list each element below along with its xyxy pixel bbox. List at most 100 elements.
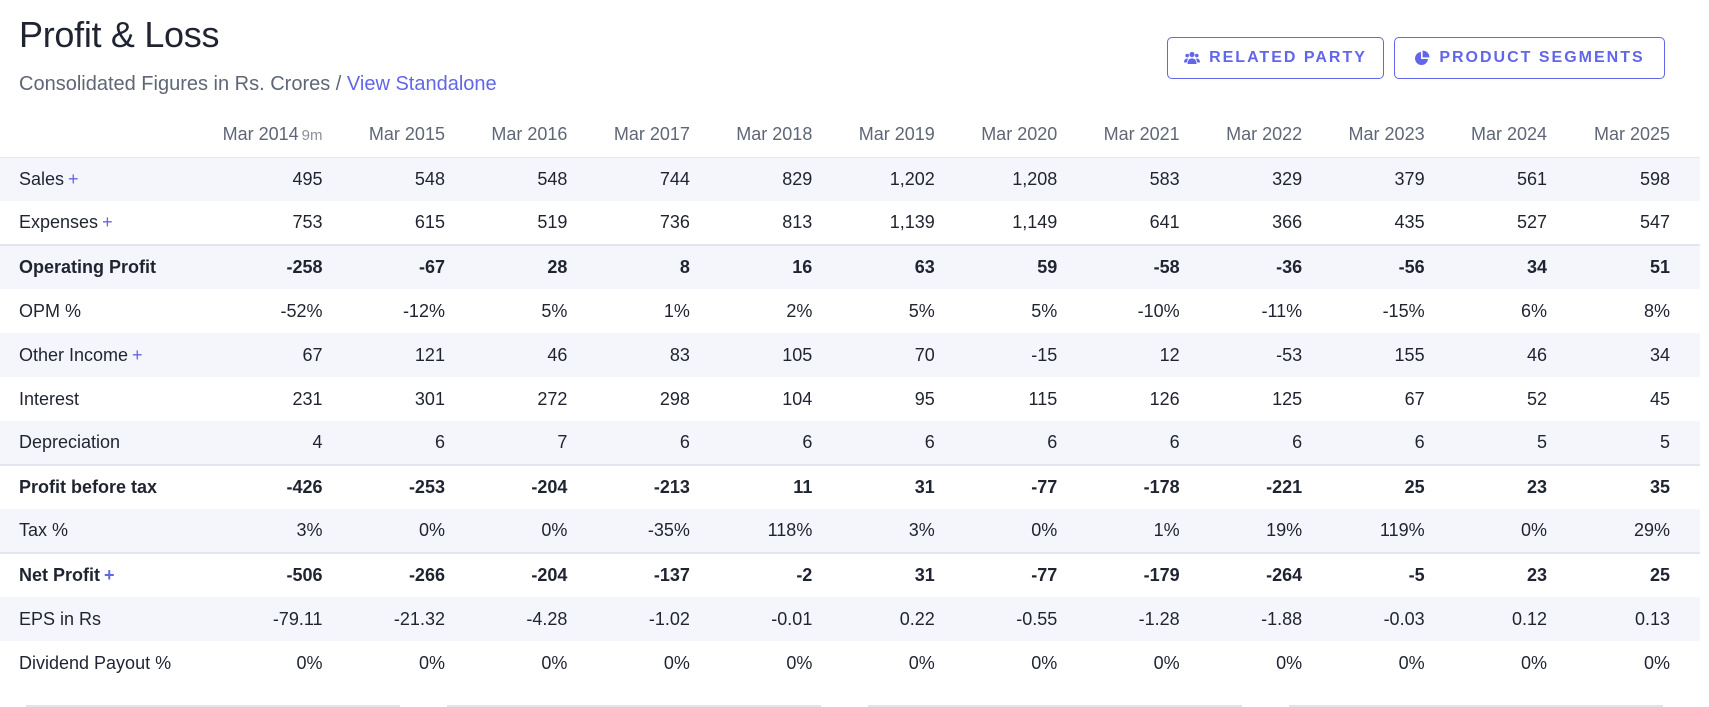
table-cell: 31 [914, 565, 935, 585]
table-cell: -258 [286, 257, 323, 277]
table-cell: 2% [786, 300, 813, 321]
table-cell: 0% [786, 652, 813, 673]
table-cell: 0% [663, 652, 690, 673]
table-cell: 0% [1521, 520, 1548, 540]
table-cell: 6 [1047, 432, 1058, 452]
column-header: Mar 2025 [1575, 112, 1700, 157]
table-cell: 598 [1639, 168, 1670, 189]
table-cell: 0.22 [899, 608, 935, 629]
table-cell: 0% [1031, 652, 1058, 673]
table-cell: 25 [1649, 565, 1670, 585]
table-cell: 0% [296, 652, 323, 673]
column-header-label: Mar 2016 [491, 123, 568, 144]
column-header-label: Mar 2023 [1348, 123, 1425, 144]
table-cell: 231 [292, 388, 323, 409]
table-cell: 23 [1527, 565, 1548, 585]
table-cell: 298 [659, 388, 690, 409]
row-label-cell: Depreciation [0, 421, 200, 465]
row-label: Net Profit [19, 565, 100, 585]
row-label: Operating Profit [19, 257, 157, 277]
table-cell: 1,202 [889, 168, 935, 189]
row-label: Interest [19, 388, 80, 409]
table-cell: -221 [1266, 477, 1303, 497]
table-cell: 6 [924, 432, 935, 452]
table-cell: 155 [1394, 344, 1425, 365]
table-cell: 8 [679, 257, 690, 277]
table-row-opm-percent: OPM % -52% -12% 5% 1% 2% 5% 5% -10% -11% -15% 6% 8% [0, 289, 1700, 333]
table-cell: 0% [1276, 652, 1303, 673]
table-cell: -67 [418, 257, 445, 277]
table-cell: 0% [1521, 652, 1548, 673]
table-cell: -5 [1408, 565, 1425, 585]
table-cell: 125 [1272, 388, 1303, 409]
expand-plus-icon[interactable]: + [68, 168, 79, 189]
view-standalone-link[interactable]: View Standalone [346, 73, 497, 95]
table-cell: -15% [1382, 300, 1425, 321]
table-cell: -137 [653, 565, 690, 585]
row-label-cell: EPS in Rs [0, 597, 200, 641]
table-cell: 115 [1028, 388, 1058, 409]
table-cell: -0.55 [1016, 608, 1058, 629]
table-cell: 561 [1517, 168, 1548, 189]
related-party-button[interactable]: RELATED PARTY [1167, 37, 1384, 79]
row-label: Sales [19, 168, 65, 189]
table-cell: 272 [537, 388, 568, 409]
table-cell: 829 [782, 168, 813, 189]
table-cell: 0% [541, 652, 568, 673]
table-cell: -1.88 [1261, 608, 1303, 629]
table-cell: -77 [1031, 565, 1058, 585]
table-cell: -266 [408, 565, 445, 585]
table-cell: 83 [669, 344, 690, 365]
column-header-label: Mar 2021 [1103, 123, 1180, 144]
table-cell: 6 [679, 432, 690, 452]
table-row-eps: EPS in Rs -79.11 -21.32 -4.28 -1.02 -0.01 0.22… [0, 597, 1700, 641]
column-header: Mar 2019 [840, 112, 962, 157]
expand-plus-icon[interactable]: + [102, 212, 113, 232]
profit-loss-table: Mar 2014 9m Mar 2015 Mar 2016 Mar 2017 Mar 20… [0, 112, 1700, 685]
column-header-label: Mar 2024 [1471, 123, 1548, 144]
table-cell: -56 [1398, 257, 1425, 277]
table-cell: 547 [1639, 212, 1670, 232]
row-label-cell[interactable]: Sales + [0, 157, 200, 201]
column-header: Mar 2016 [473, 112, 595, 157]
table-cell: 6 [1292, 432, 1303, 452]
table-cell: 548 [414, 168, 445, 189]
product-segments-button[interactable]: PRODUCT SEGMENTS [1394, 37, 1665, 79]
table-cell: 118% [767, 520, 813, 540]
table-cell: 45 [1649, 388, 1670, 409]
table-cell: 329 [1272, 168, 1303, 189]
page-subtitle: Consolidated Figures in Rs. Crores / Vie… [19, 73, 497, 96]
column-header: Mar 2021 [1085, 112, 1207, 157]
table-cell: -204 [531, 477, 568, 497]
row-label-cell[interactable]: Expenses + [0, 201, 200, 245]
table-cell: 63 [914, 257, 935, 277]
table-cell: 1% [1153, 520, 1180, 540]
row-label: Tax % [19, 520, 69, 540]
table-cell: 29% [1633, 520, 1670, 540]
table-cell: 121 [414, 344, 445, 365]
column-header: Mar 2023 [1330, 112, 1452, 157]
table-row-expenses: Expenses +753 615 519 736 813 1,139 1,149 641 366… [0, 201, 1700, 245]
table-cell: -506 [286, 565, 323, 585]
table-cell: 34 [1649, 344, 1670, 365]
row-label-cell[interactable]: Net Profit + [0, 553, 200, 597]
table-cell: -58 [1153, 257, 1180, 277]
table-cell: 813 [782, 212, 813, 232]
table-cell: 25 [1404, 477, 1425, 497]
section-divider [26, 705, 400, 707]
row-label-cell: Dividend Payout % [0, 641, 200, 685]
row-label-cell: Tax % [0, 509, 200, 553]
table-cell: 527 [1517, 212, 1548, 232]
table-cell: 0% [908, 652, 935, 673]
pie-chart-icon [1415, 50, 1430, 65]
expand-plus-icon[interactable]: + [104, 565, 115, 585]
row-label-cell[interactable]: Other Income + [0, 333, 200, 377]
table-cell: 67 [302, 344, 323, 365]
expand-plus-icon[interactable]: + [132, 344, 143, 365]
row-label: Other Income [19, 344, 129, 365]
row-label-cell: Operating Profit [0, 245, 200, 289]
table-cell: -0.01 [771, 608, 813, 629]
column-header-sub: 9m [301, 126, 323, 144]
table-cell: 51 [1649, 257, 1670, 277]
table-row-depreciation: Depreciation 4 6 7 6 6 6 6 6 6 6 5 5 [0, 421, 1700, 465]
